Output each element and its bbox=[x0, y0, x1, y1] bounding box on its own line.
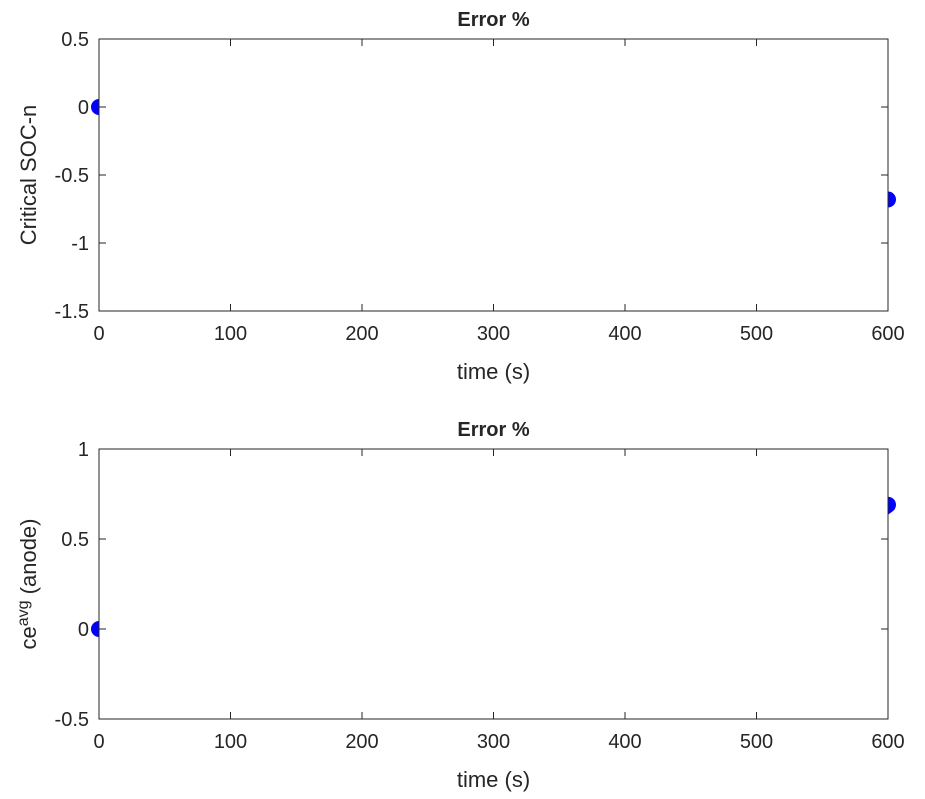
bottom-plot-axes-box bbox=[98, 448, 889, 720]
bottom-plot-x-tick-label: 0 bbox=[93, 731, 104, 753]
top-plot-xlabel: time (s) bbox=[457, 359, 530, 384]
bottom-plot-ylabel-suffix: (anode) bbox=[16, 519, 41, 601]
bottom-plot-x-tick-label: 300 bbox=[477, 731, 510, 753]
top-plot-y-tick-label: -1 bbox=[71, 233, 89, 255]
bottom-plot-x-tick-label: 500 bbox=[740, 731, 773, 753]
bottom-plot-ylabel-base: ce bbox=[16, 626, 41, 649]
bottom-plot-ylabel: ceavg (anode) bbox=[15, 519, 42, 650]
bottom-plot-x-tick-label: 100 bbox=[214, 731, 247, 753]
top-plot-x-tick-label: 0 bbox=[93, 323, 104, 345]
top-plot: 0 100 200 300 400 500 600 -1.5 -1 -0.5 0 0.5 Error %… bbox=[16, 9, 905, 384]
bottom-plot-ylabel-superscript: avg bbox=[15, 600, 32, 626]
top-plot-title: Error % bbox=[457, 9, 529, 31]
bottom-plot-title: Error % bbox=[457, 419, 529, 441]
top-plot-axes-box bbox=[98, 38, 889, 312]
top-plot-x-tick-label: 100 bbox=[214, 323, 247, 345]
top-plot-y-tick-label: 0.5 bbox=[61, 29, 89, 51]
top-plot-x-tick-label: 400 bbox=[608, 323, 641, 345]
bottom-plot-xlabel: time (s) bbox=[457, 767, 530, 792]
top-plot-x-tick-label: 300 bbox=[477, 323, 510, 345]
bottom-plot-x-tick-label: 200 bbox=[345, 731, 378, 753]
bottom-plot-y-tick-label: 0 bbox=[78, 619, 89, 641]
top-plot-y-tick-label: -0.5 bbox=[55, 165, 89, 187]
bottom-plot-x-tick-label: 400 bbox=[608, 731, 641, 753]
top-plot-x-tick-label: 200 bbox=[345, 323, 378, 345]
bottom-plot-y-tick-label: 1 bbox=[78, 439, 89, 461]
top-plot-y-tick-label: 0 bbox=[78, 97, 89, 119]
top-plot-x-tick-label: 600 bbox=[871, 323, 904, 345]
top-plot-x-tick-label: 500 bbox=[740, 323, 773, 345]
bottom-plot-x-tick-label: 600 bbox=[871, 731, 904, 753]
top-plot-ylabel: Critical SOC-n bbox=[16, 105, 41, 246]
top-plot-y-tick-label: -1.5 bbox=[55, 301, 89, 323]
bottom-plot-y-tick-label: -0.5 bbox=[55, 709, 89, 731]
bottom-plot-y-tick-label: 0.5 bbox=[61, 529, 89, 551]
